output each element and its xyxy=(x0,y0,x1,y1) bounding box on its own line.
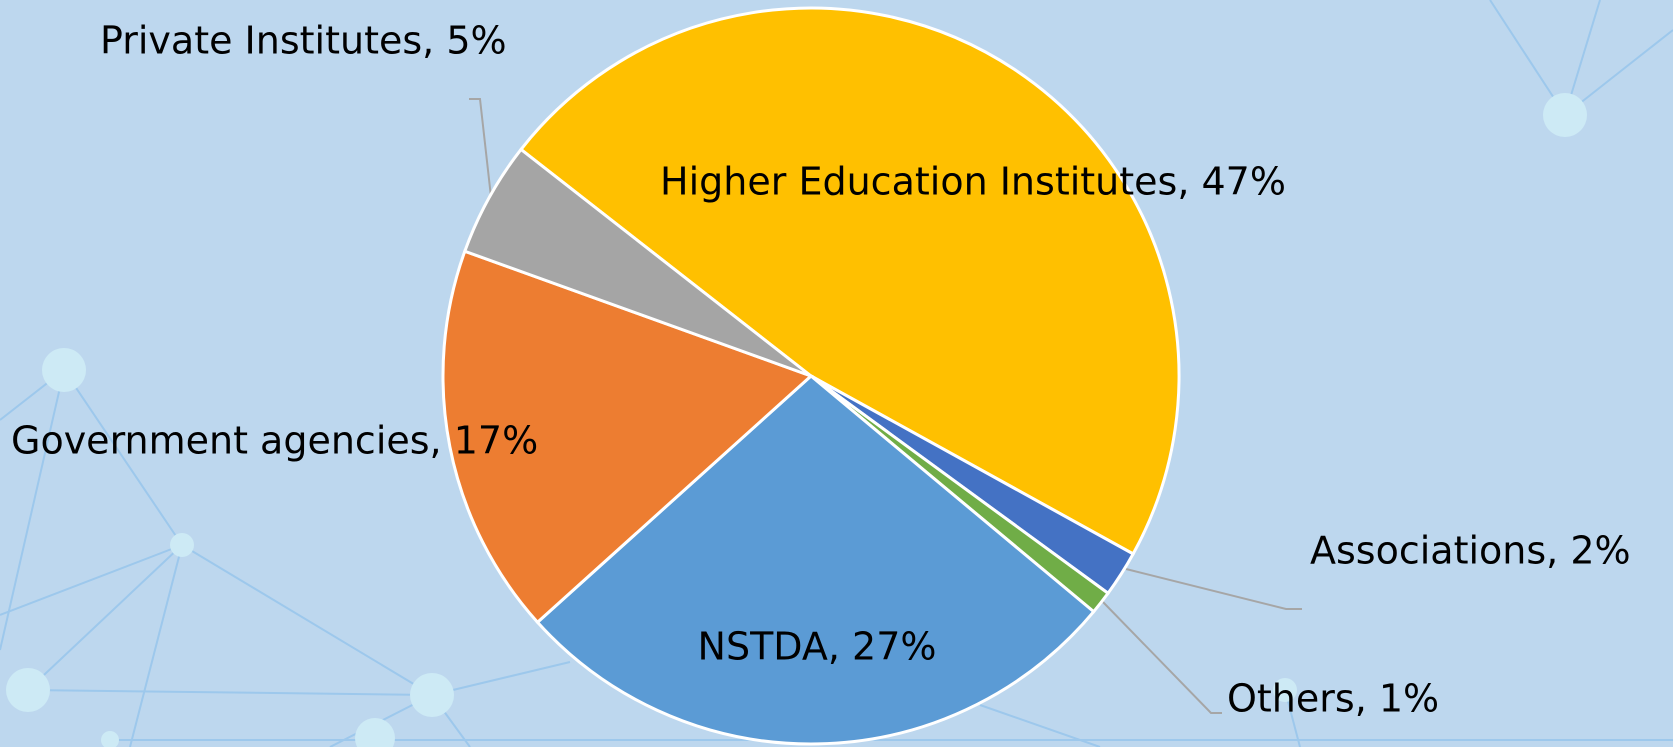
data-label: Higher Education Institutes, 47% xyxy=(660,160,1286,204)
data-label: NSTDA, 27% xyxy=(698,625,937,669)
pie-slice xyxy=(462,147,812,378)
data-label: Others, 1% xyxy=(1227,677,1439,721)
pie-slice xyxy=(518,6,1181,556)
data-label: Associations, 2% xyxy=(1310,529,1631,573)
data-label: Government agencies, 17% xyxy=(11,419,538,463)
leader-lines xyxy=(469,98,1302,714)
data-label: Private Institutes, 5% xyxy=(100,19,507,63)
pie-slice xyxy=(535,374,1096,746)
